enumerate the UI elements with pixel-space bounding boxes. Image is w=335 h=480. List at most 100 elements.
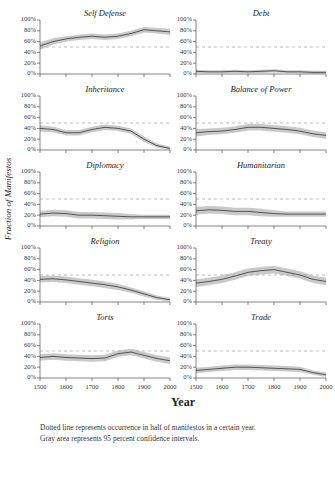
x-tick [66,150,67,153]
x-tick [196,378,197,381]
x-tick [326,150,327,153]
y-tick [193,193,196,194]
y-tick [37,302,40,303]
y-tick-label: 100% [177,319,193,326]
panel-title: Trade [251,312,271,322]
y-tick [193,52,196,53]
y-tick [193,41,196,42]
x-tick [274,378,275,381]
y-tick [193,96,196,97]
plot-area [40,275,170,301]
x-tick [222,150,223,153]
y-tick [37,182,40,183]
y-tick-label: 60% [24,341,37,348]
confidence-band [196,69,326,73]
panel-title: Diplomacy [85,160,124,170]
y-tick [193,226,196,227]
x-tick [300,226,301,229]
y-tick-label: 20% [180,59,193,66]
y-tick-label: 100% [21,15,37,22]
x-tick [248,378,249,381]
y-tick [193,150,196,151]
y-tick [37,226,40,227]
y-axis-line [196,248,197,302]
y-tick [37,334,40,335]
y-tick-label: 40% [180,124,193,131]
x-axis-line [40,378,170,379]
mean-line [196,367,326,375]
y-tick [193,63,196,64]
reference-line [196,123,326,124]
y-tick-label: 0% [183,145,192,152]
y-tick-label: 60% [180,113,193,120]
x-axis-line [40,226,170,227]
y-tick-label: 0% [27,297,36,304]
y-tick-label: 0% [27,221,36,228]
y-tick-label: 40% [24,200,37,207]
y-tick-label: 20% [180,135,193,142]
y-tick-label: 80% [180,102,193,109]
y-tick [37,106,40,107]
y-tick [193,139,196,140]
y-axis-line [196,20,197,74]
x-axis-line [196,302,326,303]
x-tick-label: 1800 [112,383,125,390]
panel: 0%20%40%60%80%100%Humanitarian [177,160,326,229]
mean-line [40,213,170,217]
x-tick [144,74,145,77]
x-tick [300,150,301,153]
plot-area [196,266,326,287]
x-tick [222,74,223,77]
y-tick-label: 100% [177,167,193,174]
y-tick [193,378,196,379]
y-tick-label: 0% [183,69,192,76]
x-tick [118,226,119,229]
plot-area [196,199,326,217]
confidence-band [40,27,170,50]
y-axis-line [196,324,197,378]
panel-title: Religion [90,236,120,246]
y-tick-label: 40% [24,352,37,359]
x-tick-label: 1600 [60,383,73,390]
mean-line [40,127,170,148]
y-tick [193,291,196,292]
x-tick [274,74,275,77]
panel: 0%20%40%60%80%100%Inheritance [21,84,170,153]
x-tick [144,378,145,381]
x-axis-line [196,378,326,379]
y-tick [193,106,196,107]
y-tick [37,139,40,140]
panel-title: Self Defense [84,8,126,18]
y-tick-label: 80% [24,102,37,109]
panel-title: Torts [96,312,114,322]
y-tick-label: 40% [180,352,193,359]
y-tick [193,269,196,270]
y-tick-label: 80% [24,330,37,337]
y-tick-label: 0% [183,221,192,228]
y-tick-label: 60% [180,37,193,44]
y-tick-label: 100% [177,91,193,98]
x-tick [118,302,119,305]
y-tick [37,74,40,75]
y-tick-label: 60% [180,189,193,196]
y-tick-label: 40% [24,124,37,131]
y-tick [37,258,40,259]
y-tick [37,96,40,97]
reference-line [196,351,326,352]
reference-line [40,351,170,352]
confidence-band [196,266,326,287]
confidence-band [40,210,170,220]
reference-line [196,47,326,48]
x-tick [92,378,93,381]
y-tick-label: 100% [21,167,37,174]
y-tick-label: 40% [180,276,193,283]
x-axis-line [196,74,326,75]
mean-line [196,127,326,135]
confidence-band [40,349,170,364]
y-tick-label: 80% [180,330,193,337]
y-tick [193,117,196,118]
y-tick [37,172,40,173]
x-tick [40,226,41,229]
y-axis-line [40,324,41,378]
x-tick [40,302,41,305]
